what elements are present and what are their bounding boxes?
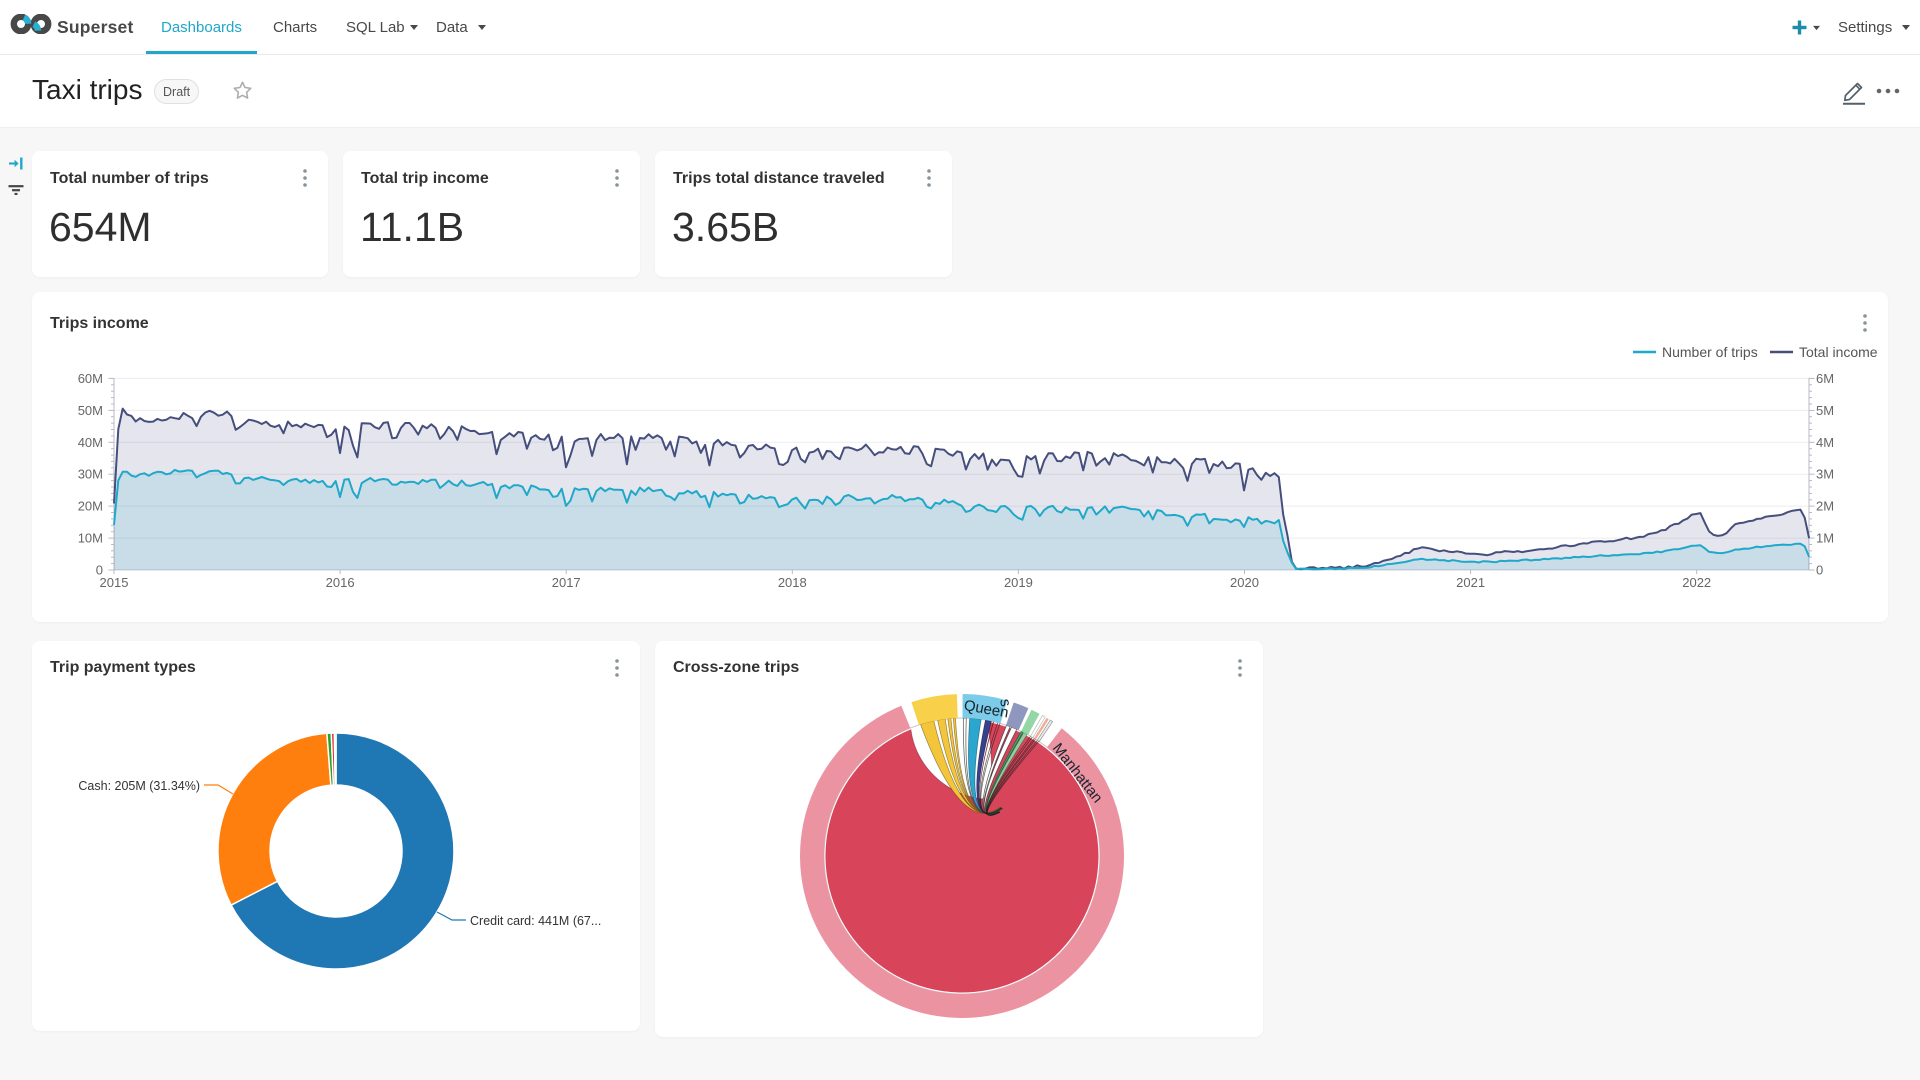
svg-text:5M: 5M: [1816, 403, 1834, 418]
svg-text:2019: 2019: [1004, 575, 1033, 590]
svg-text:20M: 20M: [78, 499, 103, 514]
svg-text:s: s: [996, 697, 1014, 708]
svg-text:30M: 30M: [78, 467, 103, 482]
svg-text:2015: 2015: [100, 575, 129, 590]
svg-text:2M: 2M: [1816, 499, 1834, 514]
svg-text:0: 0: [96, 563, 103, 578]
svg-text:6M: 6M: [1816, 371, 1834, 386]
svg-text:4M: 4M: [1816, 435, 1834, 450]
svg-text:50M: 50M: [78, 403, 103, 418]
svg-text:Credit card: 441M (67...: Credit card: 441M (67...: [470, 914, 601, 928]
svg-text:3M: 3M: [1816, 467, 1834, 482]
svg-text:2020: 2020: [1230, 575, 1259, 590]
svg-text:2018: 2018: [778, 575, 807, 590]
svg-text:40M: 40M: [78, 435, 103, 450]
svg-text:2017: 2017: [552, 575, 581, 590]
svg-text:60M: 60M: [78, 371, 103, 386]
svg-text:Total income: Total income: [1799, 344, 1878, 360]
svg-text:0: 0: [1816, 563, 1823, 578]
svg-text:2022: 2022: [1682, 575, 1711, 590]
svg-text:Cash: 205M (31.34%): Cash: 205M (31.34%): [78, 779, 200, 793]
svg-text:Number of trips: Number of trips: [1662, 344, 1758, 360]
svg-text:10M: 10M: [78, 531, 103, 546]
svg-text:2021: 2021: [1456, 575, 1485, 590]
svg-text:1M: 1M: [1816, 531, 1834, 546]
svg-text:2016: 2016: [326, 575, 355, 590]
